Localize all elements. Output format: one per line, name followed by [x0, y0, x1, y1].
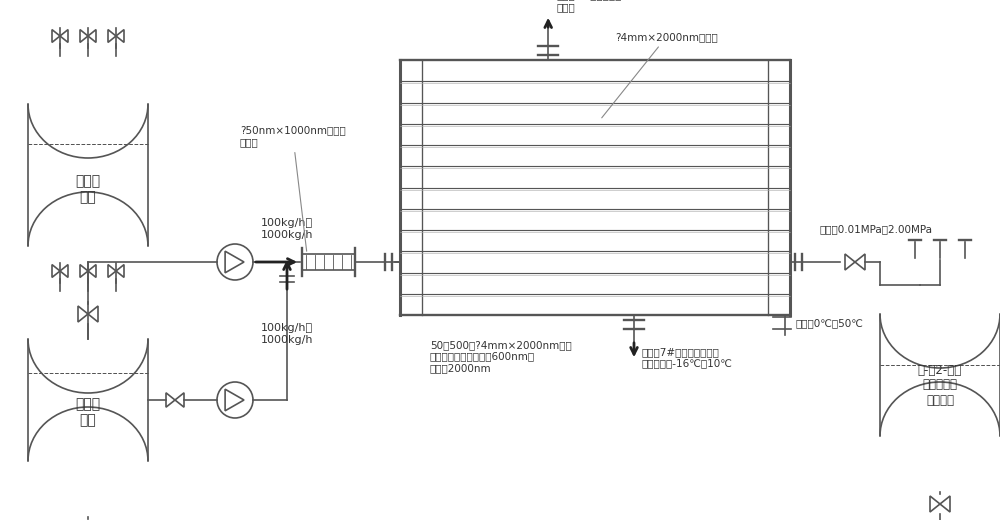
Bar	[302, 254, 355, 270]
Text: ?4mm×2000nm的管道: ?4mm×2000nm的管道	[602, 32, 718, 118]
Text: 100kg/h～
1000kg/h: 100kg/h～ 1000kg/h	[261, 218, 313, 240]
Text: 环氧乙
烷罐: 环氧乙 烷罐	[75, 174, 101, 204]
Text: 100kg/h～
1000kg/h: 100kg/h～ 1000kg/h	[261, 323, 313, 345]
Text: 三氯化
磷罐: 三氯化 磷罐	[75, 397, 101, 427]
Text: 冷媒为7#工业级白油的进
口，温度为-16℃～10℃: 冷媒为7#工业级白油的进 口，温度为-16℃～10℃	[642, 347, 733, 369]
Text: 冷媒为7#工业级白油
的出口: 冷媒为7#工业级白油 的出口	[556, 0, 622, 12]
Text: ?50nm×1000nm静态混
合管道: ?50nm×1000nm静态混 合管道	[240, 125, 346, 251]
Text: 50～500根?4mm×2000nm的管
道组成，反应器外径为600nm，
长度为2000nm: 50～500根?4mm×2000nm的管 道组成，反应器外径为600nm， 长度…	[430, 340, 572, 373]
Text: 三-（2-氯乙
基）亚磷酸
酯接受槽: 三-（2-氯乙 基）亚磷酸 酯接受槽	[918, 363, 962, 407]
Text: 温度为0℃～50℃: 温度为0℃～50℃	[795, 318, 863, 328]
Text: 压力为0.01MPa～2.00MPa: 压力为0.01MPa～2.00MPa	[820, 224, 933, 234]
